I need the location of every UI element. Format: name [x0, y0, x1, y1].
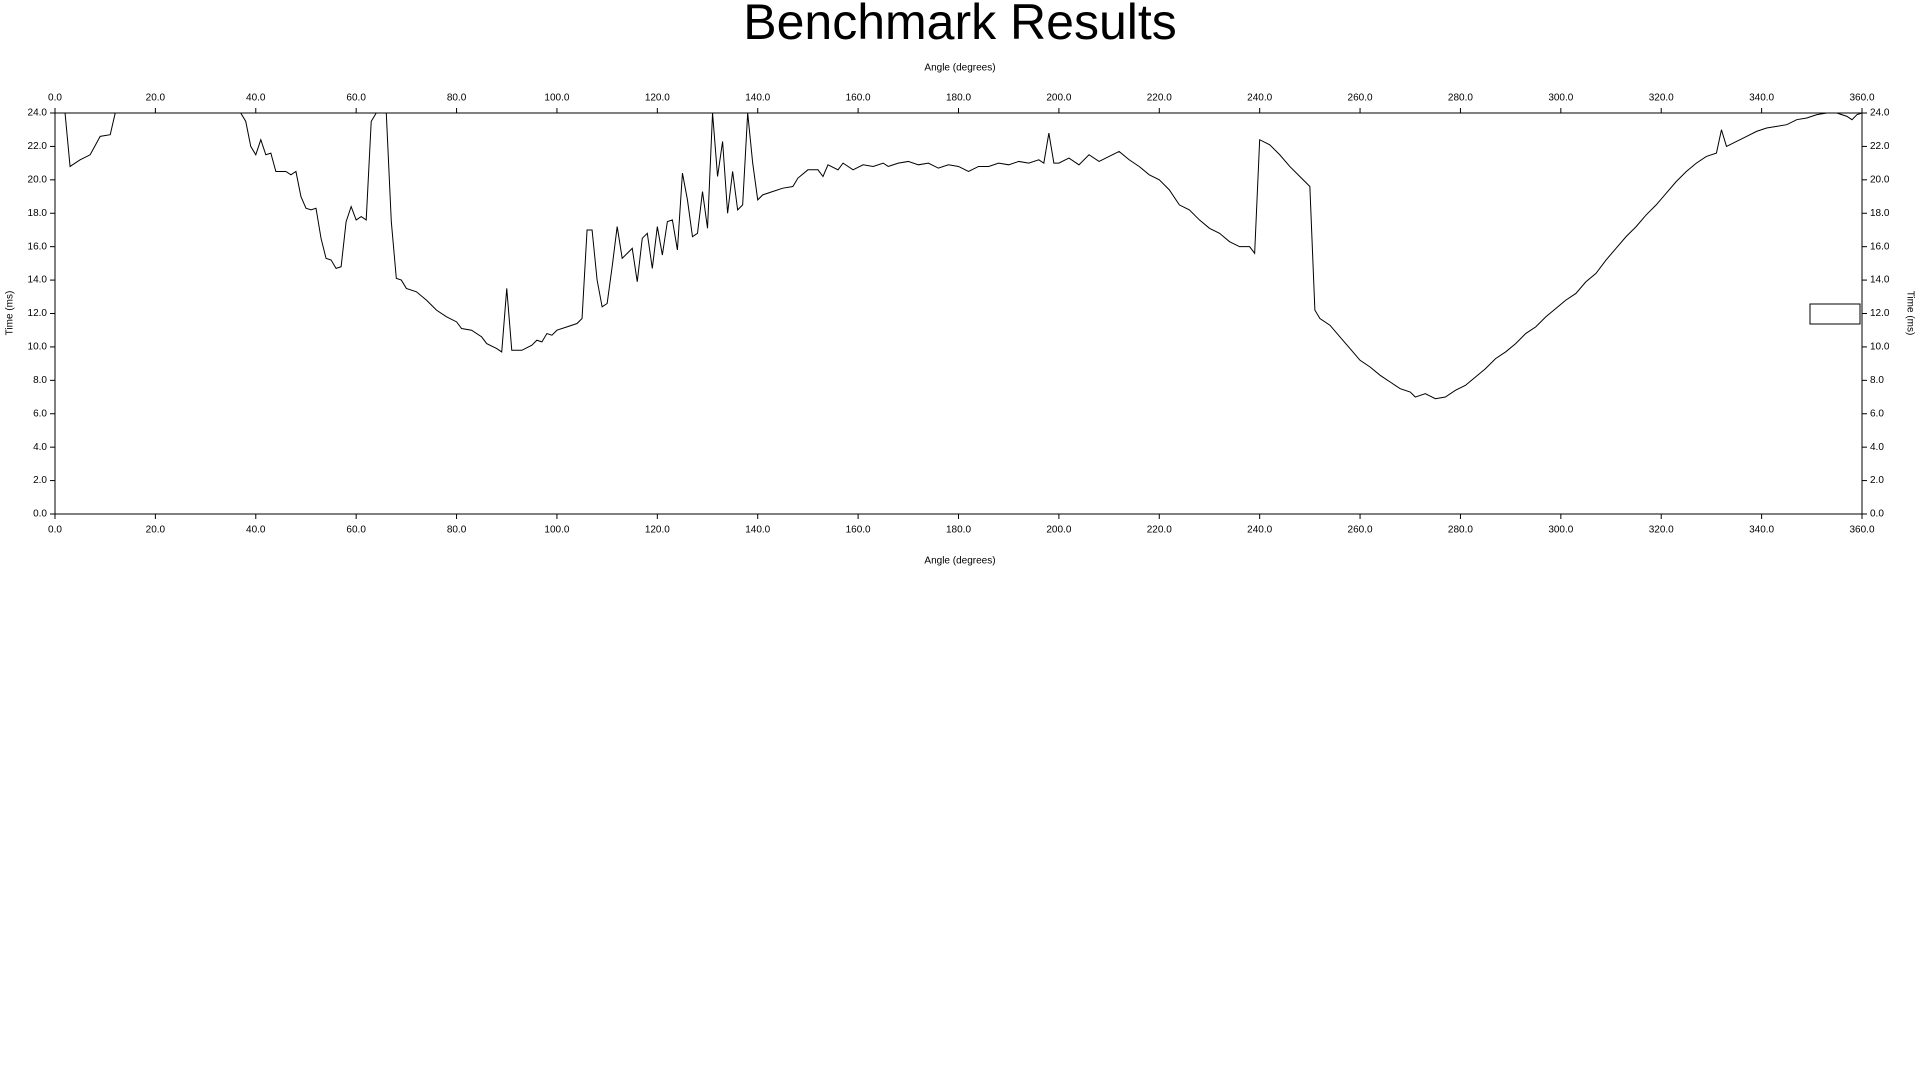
- y-tick-label: 24.0: [28, 108, 48, 119]
- y-tick-label-right: 10.0: [1870, 342, 1890, 353]
- x-tick-label-top: 360.0: [1849, 93, 1874, 104]
- x-tick-label: 200.0: [1046, 525, 1071, 536]
- y-tick-label: 16.0: [28, 241, 48, 252]
- x-tick-label: 20.0: [146, 525, 166, 536]
- y-tick-label: 22.0: [28, 141, 48, 152]
- y-tick-label: 18.0: [28, 208, 48, 219]
- y-tick-label: 10.0: [28, 342, 48, 353]
- x-tick-label-top: 180.0: [946, 93, 971, 104]
- y-tick-label-right: 14.0: [1870, 275, 1890, 286]
- x-tick-label: 80.0: [447, 525, 467, 536]
- y-tick-label-right: 24.0: [1870, 108, 1890, 119]
- x-tick-label: 260.0: [1348, 525, 1373, 536]
- plot-frame: [54, 112, 1863, 515]
- y-tick-label: 4.0: [33, 442, 47, 453]
- x-tick-label-top: 240.0: [1247, 93, 1272, 104]
- x-tick-label: 160.0: [846, 525, 871, 536]
- x-tick-label: 140.0: [745, 525, 770, 536]
- x-tick-label: 360.0: [1849, 525, 1874, 536]
- x-tick-label: 120.0: [645, 525, 670, 536]
- x-tick-label-top: 260.0: [1348, 93, 1373, 104]
- x-tick-label: 100.0: [544, 525, 569, 536]
- x-tick-label: 180.0: [946, 525, 971, 536]
- y-tick-label-right: 4.0: [1870, 442, 1884, 453]
- y-tick-label-right: 2.0: [1870, 475, 1884, 486]
- y-tick-label: 0.0: [33, 509, 47, 520]
- y-tick-label: 2.0: [33, 475, 47, 486]
- y-tick-label-right: 22.0: [1870, 141, 1890, 152]
- x-tick-label-top: 300.0: [1548, 93, 1573, 104]
- x-axis-label: Angle (degrees): [924, 556, 995, 567]
- y-tick-label-right: 16.0: [1870, 241, 1890, 252]
- x-axis-label-top: Angle (degrees): [924, 63, 995, 74]
- x-tick-label-top: 40.0: [246, 93, 266, 104]
- x-tick-label-top: 220.0: [1147, 93, 1172, 104]
- y-tick-label: 12.0: [28, 308, 48, 319]
- chart-title: Benchmark Results: [743, 0, 1177, 50]
- y-tick-label: 6.0: [33, 408, 47, 419]
- y-tick-label-right: 6.0: [1870, 408, 1884, 419]
- y-tick-label: 14.0: [28, 275, 48, 286]
- x-tick-label: 240.0: [1247, 525, 1272, 536]
- y-tick-label-right: 18.0: [1870, 208, 1890, 219]
- y-tick-label-right: 0.0: [1870, 509, 1884, 520]
- y-tick-label-right: 20.0: [1870, 174, 1890, 185]
- data-line: [55, 112, 1863, 400]
- x-tick-label-top: 140.0: [745, 93, 770, 104]
- x-tick-label-top: 160.0: [846, 93, 871, 104]
- y-tick-label-right: 12.0: [1870, 308, 1890, 319]
- x-tick-label-top: 20.0: [146, 93, 166, 104]
- x-tick-label: 300.0: [1548, 525, 1573, 536]
- y-tick-label: 20.0: [28, 174, 48, 185]
- x-tick-label-top: 280.0: [1448, 93, 1473, 104]
- x-tick-label-top: 340.0: [1749, 93, 1774, 104]
- y-tick-label: 8.0: [33, 375, 47, 386]
- x-tick-label: 0.0: [48, 525, 62, 536]
- x-tick-label-top: 60.0: [346, 93, 366, 104]
- x-tick-label-top: 200.0: [1046, 93, 1071, 104]
- x-tick-label-top: 120.0: [645, 93, 670, 104]
- x-tick-label: 40.0: [246, 525, 266, 536]
- x-tick-label: 220.0: [1147, 525, 1172, 536]
- y-axis-label-right: Time (ms): [1904, 291, 1915, 336]
- x-tick-label: 340.0: [1749, 525, 1774, 536]
- x-tick-label-top: 320.0: [1649, 93, 1674, 104]
- x-tick-label: 60.0: [346, 525, 366, 536]
- y-axis-label: Time (ms): [5, 291, 16, 336]
- x-tick-label-top: 100.0: [544, 93, 569, 104]
- x-tick-label-top: 80.0: [447, 93, 467, 104]
- y-tick-label-right: 8.0: [1870, 375, 1884, 386]
- x-tick-label: 320.0: [1649, 525, 1674, 536]
- x-tick-label-top: 0.0: [48, 93, 62, 104]
- x-tick-label: 280.0: [1448, 525, 1473, 536]
- legend-box: [1809, 303, 1861, 325]
